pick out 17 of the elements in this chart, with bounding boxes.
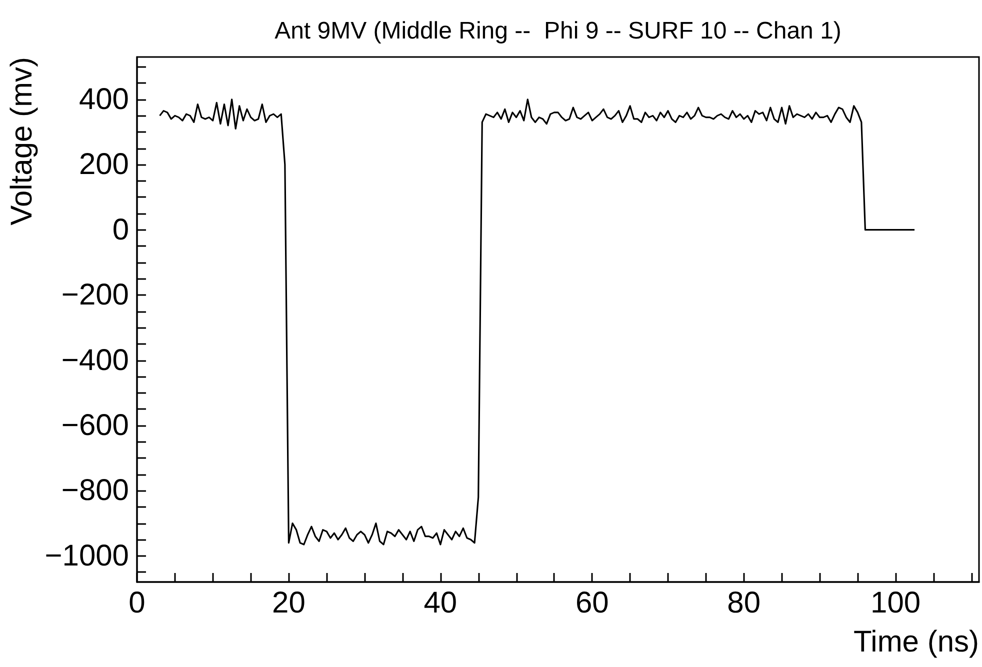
chart-title: Ant 9MV (Middle Ring -- Phi 9 -- SURF 10 -- Chan 1) (274, 18, 842, 44)
x-tick-label: 40 (424, 586, 458, 620)
y-tick-label: 400 (78, 82, 129, 116)
x-tick-label: 60 (575, 586, 609, 620)
y-axis-title: Voltage (mv) (6, 57, 38, 226)
x-tick-label: 100 (870, 586, 921, 620)
line-series (158, 98, 916, 546)
y-tick-label: −1000 (44, 539, 129, 572)
y-tick-label: 200 (78, 148, 129, 182)
y-tick-label: −400 (61, 344, 129, 377)
x-tick-label: 80 (727, 586, 761, 620)
y-tick-label: 0 (112, 213, 129, 246)
y-tick-label: −600 (61, 408, 129, 442)
x-axis-title: Time (ns) (853, 626, 979, 658)
x-tick-label: 20 (272, 586, 306, 620)
y-tick-label: −200 (61, 278, 129, 312)
y-tick-label: −800 (61, 474, 129, 508)
